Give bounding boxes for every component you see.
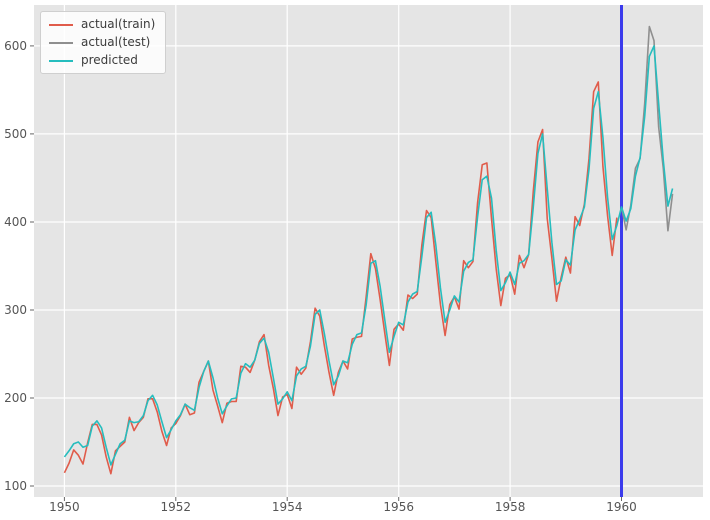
legend-swatch-actual-test xyxy=(49,41,73,44)
x-tick-label: 1956 xyxy=(383,500,414,514)
x-tick-label: 1954 xyxy=(272,500,303,514)
x-tick-label: 1958 xyxy=(495,500,526,514)
y-tick-label: 100 xyxy=(4,479,27,493)
legend-item-actual-test: actual(test) xyxy=(49,35,155,50)
legend-item-predicted: predicted xyxy=(49,53,155,68)
axes-background xyxy=(34,5,703,497)
legend: actual(train) actual(test) predicted xyxy=(40,11,167,74)
legend-swatch-actual-train xyxy=(49,23,73,26)
legend-label-actual-train: actual(train) xyxy=(81,17,156,31)
legend-label-predicted: predicted xyxy=(81,53,138,67)
y-tick-label: 200 xyxy=(4,391,27,405)
x-tick-label: 1952 xyxy=(161,500,192,514)
x-tick-label: 1950 xyxy=(49,500,80,514)
x-tick-label: 1960 xyxy=(606,500,637,514)
y-tick-label: 600 xyxy=(4,39,27,53)
series-line-predicted xyxy=(63,45,674,466)
legend-swatch-predicted xyxy=(49,59,73,62)
y-tick-label: 500 xyxy=(4,127,27,141)
y-tick-label: 300 xyxy=(4,303,27,317)
legend-label-actual-test: actual(test) xyxy=(81,35,151,49)
y-tick-label: 400 xyxy=(4,215,27,229)
legend-item-actual-train: actual(train) xyxy=(49,17,155,32)
